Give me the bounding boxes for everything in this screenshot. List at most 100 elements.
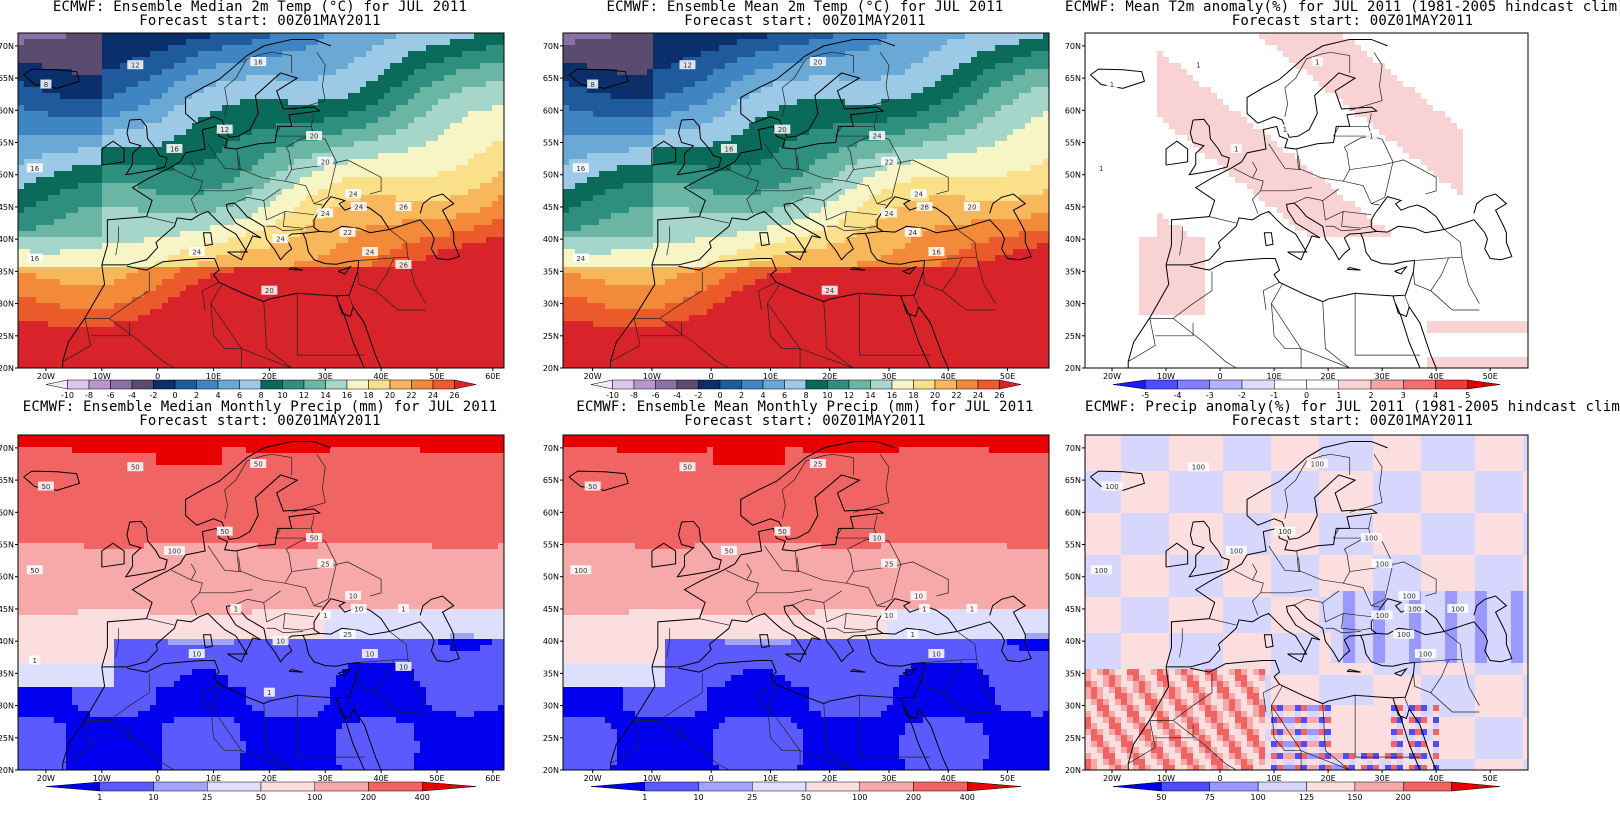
- colorbar-label: 4: [1433, 391, 1438, 400]
- lat-tick-label: 35N: [543, 669, 559, 678]
- lat-tick-label: 25N: [0, 332, 14, 341]
- contour-label: 1: [401, 605, 405, 613]
- panel-title: ECMWF: Ensemble Median 2m Temp (°C) for …: [0, 0, 520, 14]
- lon-tick-label: 20E: [1320, 372, 1335, 381]
- country-borders: [62, 51, 427, 368]
- contour-label: 100: [1365, 535, 1378, 543]
- contour-label-bg: [904, 227, 921, 237]
- lat-tick-label: 50N: [0, 171, 14, 180]
- colorbar-swatch: [676, 379, 699, 390]
- lat-tick-label: 70N: [1065, 42, 1081, 51]
- colorbar-label: 14: [865, 391, 875, 400]
- colorbar-swatch: [859, 781, 914, 792]
- lon-tick-label: 0: [1218, 372, 1223, 381]
- contour-label: 1: [1283, 126, 1287, 134]
- lon-tick-label: 10W: [1157, 372, 1175, 381]
- contour-label-bg: [910, 591, 927, 601]
- contour-labels: 50 50 50 100 50 50 50 25 10 25 10 1 1 10 1 1 10 10 10 1: [26, 458, 412, 697]
- lat-tick-label: 40N: [0, 637, 14, 646]
- coastlines: [23, 38, 460, 368]
- colorbar-swatch: [698, 781, 753, 792]
- colorbar-swatch: [153, 379, 176, 390]
- lon-tick-label: 10W: [643, 372, 661, 381]
- panel-subtitle: Forecast start: 00Z01MAY2011: [1085, 14, 1620, 28]
- panel-title: ECMWF: Ensemble Median Monthly Precip (m…: [0, 400, 520, 414]
- contour-label: 16: [254, 58, 263, 66]
- panel-title: ECMWF: Ensemble Mean Monthly Precip (mm)…: [545, 400, 1065, 414]
- contour-label: 50: [131, 464, 140, 472]
- contour-label-bg: [1225, 545, 1247, 555]
- contour-label-bg: [1192, 60, 1204, 70]
- contour-label-bg: [188, 247, 205, 257]
- lat-tick-label: 40N: [1065, 235, 1081, 244]
- contour-label-bg: [1398, 591, 1420, 601]
- colorbar-swatch: [848, 379, 871, 390]
- lat-tick-label: 20N: [543, 364, 559, 373]
- contour-label: 24: [192, 249, 201, 257]
- contour-label: 100: [1105, 483, 1118, 491]
- lon-tick-label: 60E: [485, 774, 500, 783]
- panel-precip-mean: ECMWF: Ensemble Mean Monthly Precip (mm)…: [543, 400, 1065, 828]
- lon-tick-label: 30E: [881, 372, 896, 381]
- lat-tick-label: 50N: [543, 171, 559, 180]
- contour-label-bg: [809, 56, 826, 66]
- lon-tick-label: 10W: [643, 774, 661, 783]
- lat-tick-label: 45N: [1065, 605, 1081, 614]
- contour-label: 1: [323, 612, 327, 620]
- panel-subtitle: Forecast start: 00Z01MAY2011: [0, 14, 520, 28]
- colorbar-swatch: [1145, 379, 1178, 390]
- lat-tick-label: 65N: [543, 74, 559, 83]
- contour-label: 100: [1311, 460, 1324, 468]
- lat-tick-label: 55N: [543, 541, 559, 550]
- contour-label: 100: [1095, 567, 1108, 575]
- contour-label: 50: [41, 483, 50, 491]
- colorbar-swatch: [956, 379, 979, 390]
- contour-label-bg: [127, 462, 144, 472]
- colorbar-label: 10: [822, 391, 832, 400]
- contour-label-bg: [1274, 526, 1296, 536]
- colorbar-label: 100: [852, 793, 867, 802]
- lat-tick-label: 70N: [543, 42, 559, 51]
- lat-tick-label: 30N: [0, 702, 14, 711]
- contour-label: 1: [234, 605, 238, 613]
- map-frame: [1084, 32, 1529, 369]
- lat-tick-label: 25N: [543, 332, 559, 341]
- contour-label-bg: [261, 285, 278, 295]
- lon-tick-label: 50E: [429, 372, 444, 381]
- panel-title: ECMWF: Precip anomaly(%) for JUL 2011 (1…: [1085, 400, 1620, 414]
- lon-tick-label: 20W: [584, 774, 602, 783]
- colorbar-label: -6: [652, 391, 660, 400]
- contour-label: 10: [365, 651, 374, 659]
- colorbar-swatch: [644, 781, 699, 792]
- colorbar-swatch: [422, 781, 477, 792]
- lat-tick-label: 70N: [543, 444, 559, 453]
- lat-tick-label: 55N: [1065, 139, 1081, 148]
- colorbar-swatch: [389, 379, 412, 390]
- contour-label: 50: [778, 528, 787, 536]
- colorbar-swatch: [891, 379, 914, 390]
- contour-label-bg: [1393, 629, 1415, 639]
- lat-tick-label: 55N: [0, 139, 14, 148]
- contour-label-bg: [821, 285, 838, 295]
- colorbar-label: 1: [97, 793, 102, 802]
- colorbar-label: 400: [415, 793, 430, 802]
- colorbar: 50 75 100 125 150 200: [1112, 781, 1501, 802]
- lon-tick-label: 20E: [822, 372, 837, 381]
- colorbar-swatch: [45, 781, 100, 792]
- lon-tick-label: 0: [709, 774, 714, 783]
- contour-label: 24: [576, 255, 585, 263]
- contour-label: 1: [1369, 133, 1373, 141]
- colorbar-label: -4: [1174, 391, 1182, 400]
- contour-label-bg: [317, 208, 334, 218]
- colorbar-label: 20: [930, 391, 940, 400]
- contour-label: 8: [44, 81, 48, 89]
- colorbar-label: 10: [148, 793, 158, 802]
- contour-label: 50: [588, 483, 597, 491]
- lon-tick-label: 0: [1218, 774, 1223, 783]
- colorbar: -5 -4 -3 -2 -1 0 1 2 3 4 5: [1112, 379, 1501, 400]
- contour-label: 1: [1110, 81, 1114, 89]
- colorbar-label: 25: [747, 793, 757, 802]
- contour-label-bg: [37, 481, 54, 491]
- lat-tick-label: 60N: [543, 106, 559, 115]
- colorbar-swatch: [590, 379, 613, 390]
